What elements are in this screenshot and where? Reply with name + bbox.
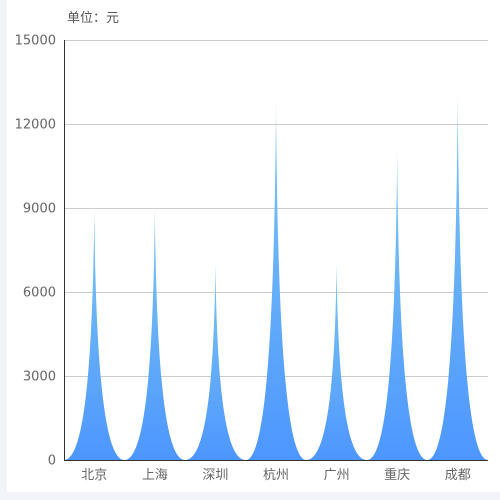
axis-layer <box>64 40 488 461</box>
unit-label: 单位：元 <box>67 11 119 26</box>
spike-bar-2 <box>124 208 186 460</box>
x-tick-label: 广州 <box>324 468 350 483</box>
spike-bar-7 <box>427 96 488 460</box>
y-tick-label: 3000 <box>23 370 56 385</box>
y-tick-label: 9000 <box>23 202 56 217</box>
x-tick-label: 北京 <box>81 468 107 483</box>
spike-layer <box>64 96 488 460</box>
x-tick-label: 重庆 <box>384 467 410 483</box>
x-tick-labels: 北京 上海 深圳 杭州 广州 重庆 成都 <box>81 467 470 483</box>
spike-bar-5 <box>306 264 367 460</box>
y-tick-label: 12000 <box>15 118 56 133</box>
y-tick-label: 15000 <box>15 34 56 49</box>
spike-bar-4 <box>245 101 307 460</box>
left-margin-strip <box>0 0 7 500</box>
x-tick-label: 杭州 <box>263 468 289 483</box>
y-tick-label: 6000 <box>23 286 56 301</box>
y-tick-labels: 0 3000 6000 9000 12000 15000 <box>15 34 56 469</box>
spike-bar-3 <box>185 264 246 460</box>
x-tick-label: 上海 <box>142 468 168 483</box>
bottom-margin-strip <box>0 492 500 500</box>
x-tick-label: 深圳 <box>202 468 228 483</box>
x-tick-label: 成都 <box>445 468 471 483</box>
spike-bar-1 <box>64 208 125 460</box>
y-tick-label: 0 <box>48 454 56 469</box>
spike-bar-6 <box>366 152 428 460</box>
